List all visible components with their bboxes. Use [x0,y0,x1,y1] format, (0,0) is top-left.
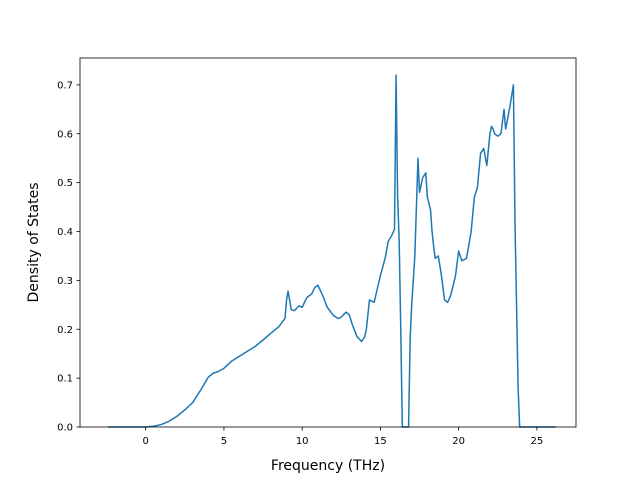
x-tick-label: 15 [374,436,387,447]
y-axis-label: Density of States [26,183,42,303]
y-tick-label: 0.2 [57,325,73,336]
y-tick-label: 0.0 [57,423,73,434]
y-tick-label: 0.5 [57,178,73,189]
x-tick-label: 25 [531,436,544,447]
y-tick-label: 0.7 [57,80,73,91]
x-tick-label: 10 [296,436,309,447]
y-tick-label: 0.1 [57,374,73,385]
x-axis-label: Frequency (THz) [271,458,385,474]
y-tick-label: 0.4 [57,227,73,238]
ticks-layer: 0 5 10 15 20 25 0.0 0.1 0.2 0.3 0.4 0.5 0.6 0.7 [57,80,543,447]
x-tick-label: 20 [452,436,465,447]
dos-line [108,74,556,428]
x-tick-label: 5 [221,436,227,447]
y-tick-label: 0.6 [57,129,73,140]
y-tick-label: 0.3 [57,276,73,287]
x-tick-label: 0 [143,436,149,447]
plot-layer [108,74,556,428]
axes-frame [79,57,577,428]
